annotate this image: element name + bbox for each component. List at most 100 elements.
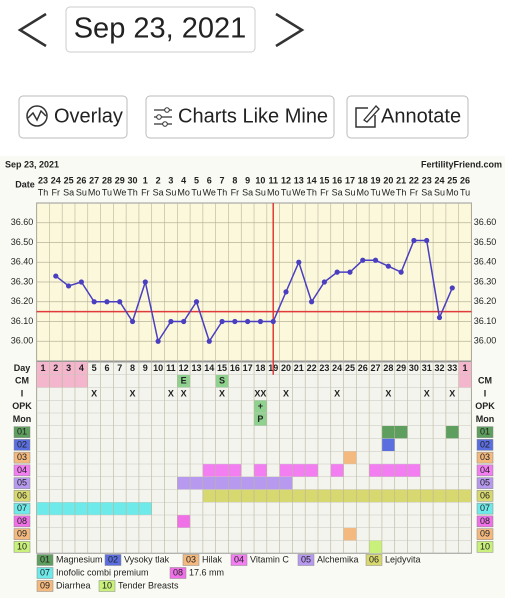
row-label: 03 [17,452,27,462]
period-cell [74,374,88,388]
row-label-right: 10 [480,541,490,551]
symptom-cell [62,502,75,515]
row-label-right-badge [476,464,494,477]
y-tick-label-right: 36.20 [474,296,497,306]
cycle-day: 5 [92,363,97,373]
y-tick-label: 36.10 [11,316,34,326]
weekday-label: Su [76,187,87,197]
date-label: 26 [460,175,470,185]
legend-badge: 04 [234,554,244,564]
symptom-cell [381,489,395,503]
legend-name: Magnesium [56,554,103,564]
temp-point [449,285,455,291]
weekday-label: Su [165,187,176,197]
overlay-button[interactable]: Overlay [18,95,128,139]
symptom-cell [445,425,459,439]
symptom-cell [407,464,421,477]
date-label: 4 [181,175,186,185]
weekday-label: Tu [281,187,291,197]
cell-text: X [168,388,174,398]
legend-name: 17.6 mm [189,567,224,577]
legend-badge-badge [36,580,54,592]
date-label: 11 [268,175,278,185]
symptom-cell [177,515,191,528]
weekday-label: Sa [332,187,343,197]
date-label: 8 [232,175,237,185]
row-label: Mon [13,414,32,424]
weekday-label: Mo [356,187,369,197]
symptom-cell [215,489,229,503]
y-tick-label-right: 36.60 [474,217,497,227]
temp-point [117,299,123,305]
date-label: 12 [281,175,291,185]
text-cell-bg [215,374,229,388]
y-tick-label: 36.40 [11,257,34,267]
y-tick-label: 36.50 [11,237,34,247]
cycle-day: 6 [104,363,109,373]
row-label: OPK [12,401,32,411]
row-label-right-badge [476,439,494,451]
weekday-label: Sa [153,187,164,197]
cycle-day: 17 [243,363,253,373]
symptom-cell [343,489,357,503]
row-label-right: 08 [480,516,490,526]
row-label: Day [14,363,31,373]
weekday-label: Mo [88,187,101,197]
date-label: 19 [371,175,381,185]
period-cell [62,362,75,375]
legend-badge-badge [36,567,54,579]
temp-point [129,318,136,325]
row-label-right: 05 [480,478,490,488]
symptom-cell [394,489,408,503]
date-label: 2 [156,175,161,185]
charts-like-mine-button[interactable]: Charts Like Mine [145,95,335,139]
weekday-label: Th [396,187,407,197]
weekday-label: Su [255,187,266,197]
legend-badge: 02 [108,554,118,564]
period-cell [458,362,472,375]
row-label: I [21,388,24,398]
row-label-badge [13,502,31,515]
temp-point [193,299,200,305]
symptom-cell [36,502,50,515]
row-label-right: 09 [480,529,490,539]
row-label: 09 [17,529,27,539]
cell-text: S [219,376,225,386]
legend-badge-badge [230,554,248,566]
symptom-cell [215,476,229,490]
temp-point [53,273,59,279]
cell-text: X [334,388,340,398]
cycle-day: 3 [66,363,71,373]
legend-name: Vysoky tlak [124,554,170,564]
row-label-right-badge [476,451,494,464]
row-label-badge [13,515,31,528]
date-label: 24 [434,175,444,185]
temp-point [168,318,174,325]
row-label: 02 [17,439,27,449]
cell-text: + [258,401,263,411]
date-label: 25 [447,175,457,185]
annotate-button[interactable]: Annotate [346,95,469,139]
legend-badge-badge [169,567,187,579]
weekday-label: We [292,187,305,197]
row-label-right: 03 [480,452,490,462]
temp-point [321,279,327,285]
row-label: 04 [17,465,27,475]
weekday-label: We [203,187,216,197]
cycle-day: 27 [371,363,381,373]
date-label: 5 [194,175,199,185]
legend-badge-badge [297,554,315,566]
date-label: 29 [115,175,125,185]
prev-arrow[interactable] [17,12,47,48]
row-label: 07 [17,503,27,513]
legend-name: Inofolic combi premium [56,567,149,577]
next-arrow[interactable] [275,12,305,48]
row-label-right-badge [476,426,494,438]
date-box[interactable] [65,6,256,53]
cycle-day: 22 [307,363,317,373]
symptom-cell [433,489,446,503]
cell-text: X [449,388,455,398]
y-tick-label: 36.20 [11,296,34,306]
row-label-right: CM [478,376,492,386]
legend-badge: 09 [40,580,50,590]
